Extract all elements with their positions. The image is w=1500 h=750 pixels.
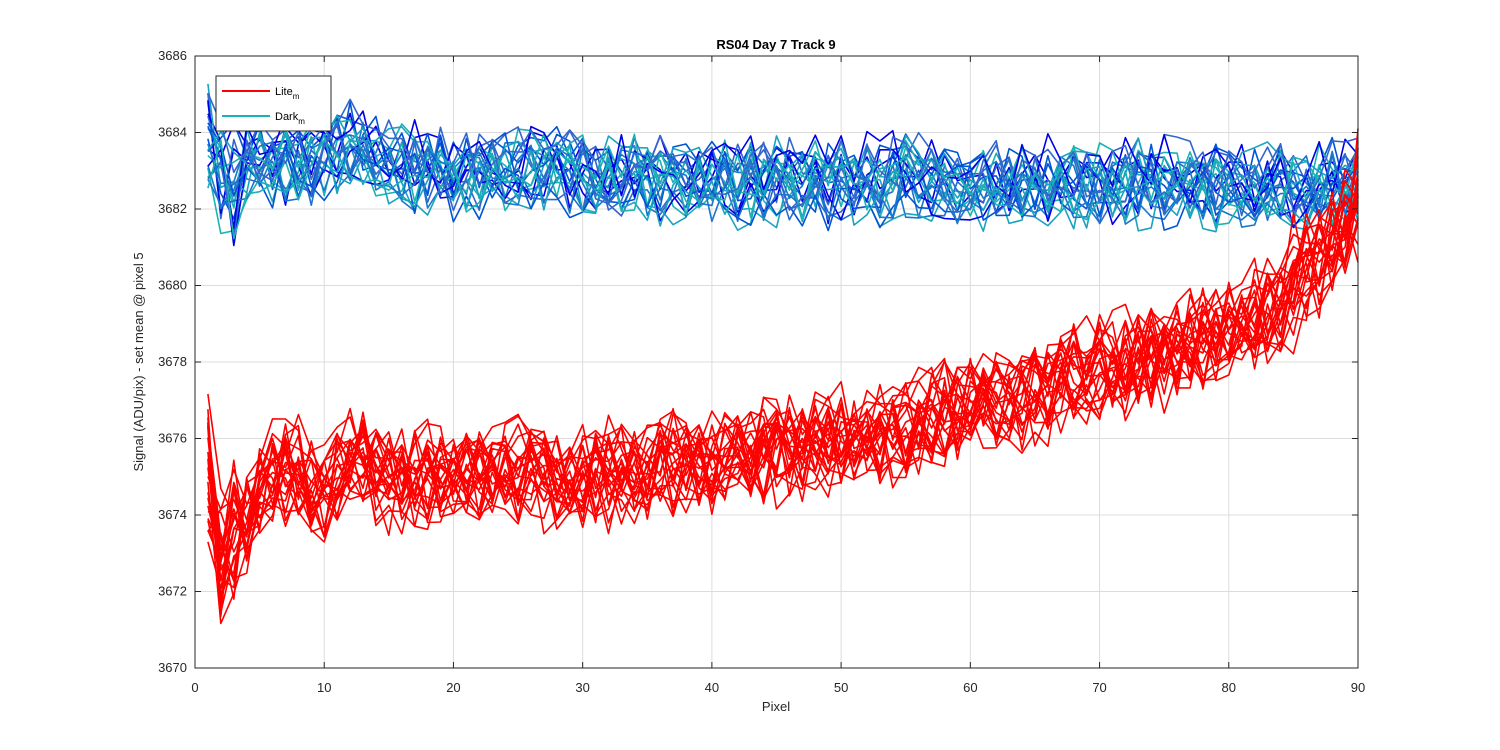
x-tick-label: 30: [575, 680, 589, 695]
series-line-lite: [207, 156, 1359, 600]
series-line-dark: [207, 92, 1359, 213]
series-line-lite: [207, 200, 1359, 538]
y-tick-label: 3678: [158, 354, 187, 369]
y-axis-label: Signal (ADU/pix) - set mean @ pixel 5: [131, 252, 146, 471]
legend-box: [215, 75, 332, 132]
y-tick-label: 3682: [158, 201, 187, 216]
series-line-lite: [207, 200, 1359, 563]
series-line-dark: [207, 110, 1359, 229]
y-tick-label: 3672: [158, 584, 187, 599]
y-axis: 3670 3672 3674 3676 3678 3680 3682 3684 3686: [158, 48, 1358, 675]
x-axis: 0 10 20 30 40 50 60 70 80 90: [191, 56, 1365, 695]
series-line-dark: [207, 113, 1359, 247]
legend-label-dark: Darkm: [275, 111, 305, 126]
legend: Litem Darkm: [215, 75, 332, 132]
x-tick-label: 0: [191, 680, 198, 695]
x-tick-label: 50: [834, 680, 848, 695]
series-line-dark: [207, 139, 1359, 240]
series-line-lite: [207, 216, 1359, 562]
x-tick-label: 60: [963, 680, 977, 695]
series-line-lite: [207, 196, 1359, 625]
x-tick-label: 70: [1092, 680, 1106, 695]
x-tick-label: 80: [1222, 680, 1236, 695]
x-tick-label: 40: [705, 680, 719, 695]
legend-label-lite-base: Lite: [275, 86, 293, 98]
series-line-dark: [207, 122, 1359, 213]
legend-label-lite-sub: m: [293, 92, 300, 101]
series-line-dark: [207, 115, 1359, 206]
legend-label-dark-base: Dark: [275, 111, 299, 123]
series-line-dark: [207, 125, 1359, 228]
y-tick-label: 3684: [158, 125, 187, 140]
series-line-dark: [207, 83, 1359, 211]
x-tick-label: 90: [1351, 680, 1365, 695]
chart-title: RS04 Day 7 Track 9: [716, 37, 835, 52]
y-tick-label: 3686: [158, 48, 187, 63]
series-line-lite: [207, 147, 1359, 574]
legend-label-dark-sub: m: [298, 117, 305, 126]
x-tick-label: 20: [446, 680, 460, 695]
x-tick-label: 10: [317, 680, 331, 695]
y-tick-label: 3670: [158, 660, 187, 675]
y-tick-label: 3674: [158, 507, 187, 522]
x-axis-label: Pixel: [762, 699, 790, 714]
series-line-dark: [207, 127, 1359, 229]
series-layer: [207, 83, 1359, 625]
y-tick-label: 3680: [158, 278, 187, 293]
legend-label-lite: Litem: [275, 86, 300, 101]
y-tick-label: 3676: [158, 431, 187, 446]
